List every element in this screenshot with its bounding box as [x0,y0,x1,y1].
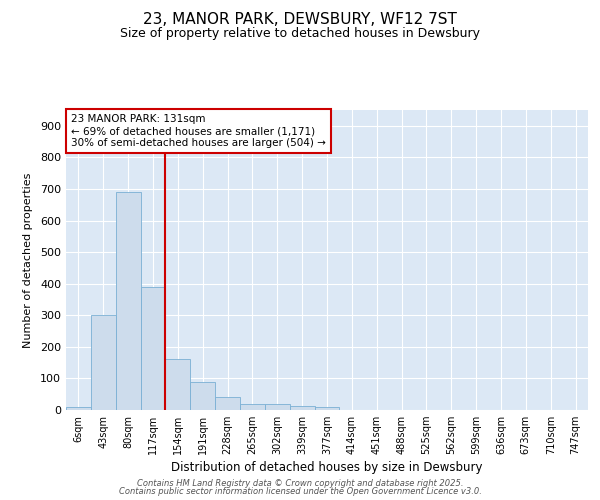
Bar [290,406,314,410]
Text: 23, MANOR PARK, DEWSBURY, WF12 7ST: 23, MANOR PARK, DEWSBURY, WF12 7ST [143,12,457,28]
Y-axis label: Number of detached properties: Number of detached properties [23,172,33,348]
Bar [215,398,240,410]
Bar [166,360,190,410]
Text: Contains HM Land Registry data © Crown copyright and database right 2025.: Contains HM Land Registry data © Crown c… [137,478,463,488]
Bar [265,404,290,410]
Bar [240,404,265,410]
Bar [190,382,215,410]
Bar [140,287,166,410]
Bar [66,408,91,410]
Text: 23 MANOR PARK: 131sqm
← 69% of detached houses are smaller (1,171)
30% of semi-d: 23 MANOR PARK: 131sqm ← 69% of detached … [71,114,326,148]
Bar [116,192,140,410]
Text: Contains public sector information licensed under the Open Government Licence v3: Contains public sector information licen… [119,487,481,496]
X-axis label: Distribution of detached houses by size in Dewsbury: Distribution of detached houses by size … [171,462,483,474]
Bar [314,408,340,410]
Bar [91,316,116,410]
Text: Size of property relative to detached houses in Dewsbury: Size of property relative to detached ho… [120,28,480,40]
